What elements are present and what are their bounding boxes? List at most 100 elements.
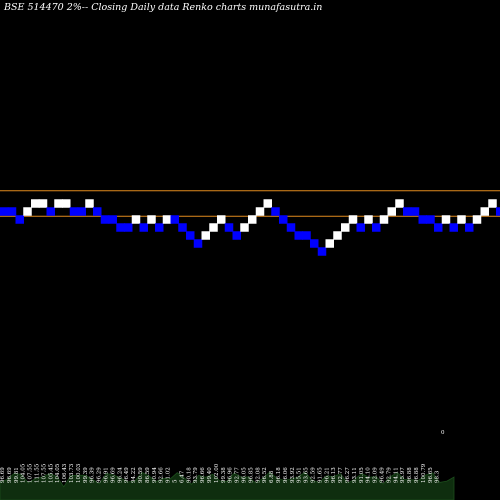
down-brick [224,223,234,232]
x-tick-label: 91.65 [317,467,323,483]
down-brick [69,207,79,216]
x-tick-label: 90.18 [186,467,192,483]
up-brick [31,199,40,208]
up-brick [23,207,32,216]
down-brick [418,215,427,224]
x-tick-label: 96.18 [276,467,282,483]
x-tick-label: 96.52 [262,467,268,483]
down-brick [372,223,381,232]
x-tick-label: 107.55 [28,463,34,483]
down-brick [155,223,164,232]
up-brick [457,215,466,224]
up-brick [54,199,63,208]
up-brick [62,199,71,208]
up-brick [147,215,156,224]
x-tick-label: 96.85 [248,467,254,483]
x-tick-label: 99.40 [207,467,213,483]
x-tick-label: 96.39 [90,467,96,483]
x-tick-label: 95.51 [297,467,303,483]
x-tick-label: 94.22 [131,467,137,483]
down-brick [46,207,55,216]
x-tick-label: 92.77 [338,467,344,483]
up-brick [395,199,404,208]
x-tick-label: 96.49 [380,467,386,483]
down-brick [186,231,195,240]
x-tick-label: 106.43 [62,463,68,483]
x-tick-label: 91.02 [166,467,172,483]
up-brick [248,215,257,224]
down-brick [193,239,203,248]
x-tick-label: 93.11 [352,467,358,483]
down-brick [449,223,458,232]
down-brick [178,223,187,232]
x-tick-label: 92.09 [373,467,379,483]
x-tick-label: 102.00 [214,463,220,483]
up-brick [201,231,210,240]
x-tick-label: 94.10 [366,467,372,483]
up-brick [333,231,342,240]
down-brick [426,215,435,224]
up-brick [341,223,350,232]
down-brick [77,207,86,216]
x-tick-label: 96.88 [414,467,420,483]
up-brick [131,215,141,224]
up-brick [488,199,497,208]
volume-area [0,471,455,500]
x-tick-label: 98.3 [435,470,441,483]
x-tick-label: 92.66 [159,467,165,483]
down-brick [232,231,241,240]
down-brick [139,223,148,232]
x-tick-label: 94.11 [393,467,399,483]
x-tick-label: 92.79 [386,467,392,483]
down-brick [286,223,296,232]
x-tick-label: 96.05 [242,467,248,483]
down-brick [356,223,365,232]
down-brick [410,207,420,216]
x-tick-label: 95.97 [400,467,406,483]
x-tick-label: 104.05 [55,463,61,483]
x-tick-label: 96.49 [124,467,130,483]
down-brick [310,239,319,248]
down-brick [93,207,102,216]
down-brick [0,207,9,216]
x-tick-label: 5 [173,479,179,483]
up-brick [240,223,249,232]
up-brick [38,199,48,208]
x-tick-label: 92.59 [311,467,317,483]
down-brick [434,223,443,232]
down-brick [15,215,24,224]
up-brick [472,215,482,224]
x-tick-label: 6.47 [179,470,185,483]
x-tick-label: 111.55 [35,463,41,483]
down-brick [302,231,311,240]
x-tick-label: 96.88 [407,467,413,483]
up-brick [480,207,489,216]
down-brick [294,231,303,240]
up-brick [387,207,396,216]
up-brick [255,207,265,216]
x-tick-label: 96.24 [117,467,123,483]
up-brick [441,215,451,224]
up-brick [263,199,272,208]
x-tick-label: 92.77 [235,467,241,483]
down-brick [271,207,280,216]
x-tick-label: 96.69 [7,467,13,483]
down-brick [465,223,474,232]
up-brick [217,215,226,224]
x-tick-label: 96.96 [228,467,234,483]
x-tick-label: 96.13 [331,467,337,483]
up-brick [364,215,373,224]
x-tick-label: 6.88 [269,470,275,483]
marker-label: 0 [441,430,445,436]
x-tick-label: 96.27 [345,467,351,483]
x-axis-labels: 96.69 96.69 99.81 104.05 107.55 111.55 107.55 1… [0,430,445,483]
down-brick [7,207,17,216]
x-tick-label: 93.79 [193,467,199,483]
x-tick-label: 86.59 [145,467,151,483]
x-tick-label: 96.69 [0,467,6,483]
x-tick-label: 92.08 [255,467,261,483]
x-tick-label: 96.21 [324,467,330,483]
x-tick-label: 100.03 [76,463,82,483]
down-brick [279,215,288,224]
volume-shape [0,471,455,500]
